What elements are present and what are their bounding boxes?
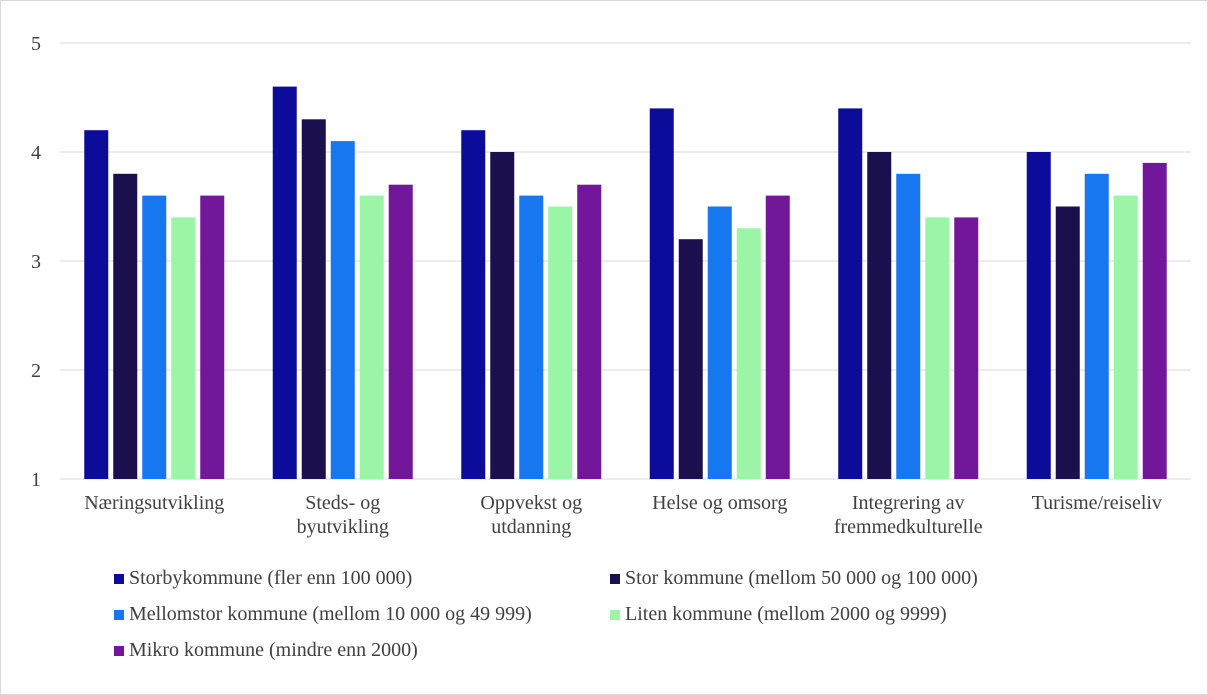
x-tick-label-line: utdanning — [491, 516, 571, 538]
bar — [490, 152, 515, 479]
legend-swatch — [114, 645, 124, 656]
x-tick-label-line: Næringsutvikling — [84, 492, 224, 514]
x-tick-label-line: Turisme/reiseliv — [1032, 492, 1162, 514]
bar — [1142, 162, 1167, 479]
legend-swatch — [114, 573, 124, 584]
bar — [577, 184, 602, 479]
x-tick-label-line: byutvikling — [297, 516, 389, 538]
legend-swatch — [610, 573, 620, 584]
bar — [896, 173, 921, 480]
legend-swatch — [610, 609, 620, 620]
x-tick-label-line: Steds- og — [305, 492, 380, 514]
bar — [649, 108, 674, 480]
x-tick-label: Næringsutvikling — [84, 492, 224, 514]
legend-label: Mellomstor kommune (mellom 10 000 og 49 … — [129, 603, 532, 625]
x-tick-label-line: Oppvekst og — [480, 492, 582, 514]
bar — [838, 108, 863, 480]
bar — [388, 184, 413, 479]
y-tick-label: 2 — [31, 360, 41, 382]
bar — [1113, 195, 1138, 479]
x-tick-label: Oppvekst og utdanning — [480, 492, 582, 538]
legend-label: Liten kommune (mellom 2000 og 9999) — [625, 603, 947, 625]
bar — [925, 217, 950, 479]
bar — [1026, 152, 1051, 479]
bar — [171, 217, 196, 479]
bar — [200, 195, 225, 479]
bar — [359, 195, 384, 479]
x-tick-label-line: Integrering av — [852, 492, 965, 514]
bar — [548, 206, 573, 479]
x-tick-label-line: Helse og omsorg — [652, 492, 787, 514]
bar — [301, 119, 326, 480]
x-tick-label: Helse og omsorg — [652, 492, 787, 514]
legend-item: Stor kommune (mellom 50 000 og 100 000) — [610, 567, 978, 590]
bar — [954, 217, 979, 479]
x-tick-label-line: fremmedkulturelle — [834, 516, 983, 538]
x-tick-label: Turisme/reiseliv — [1032, 492, 1162, 514]
x-tick-label: Steds- og byutvikling — [297, 492, 389, 538]
legend-label: Mikro kommune (mindre enn 2000) — [129, 639, 418, 661]
bar — [765, 195, 790, 479]
legend-item: Liten kommune (mellom 2000 og 9999) — [610, 603, 947, 626]
bar-chart: 1 2 3 4 5 Næringsutvikling Steds- og byutviklin… — [31, 33, 1191, 538]
bar — [678, 239, 703, 479]
bar — [330, 141, 355, 479]
bar — [519, 195, 544, 479]
bar — [142, 195, 167, 479]
y-tick-label: 3 — [31, 251, 41, 273]
y-tick-label: 5 — [31, 33, 41, 55]
bar — [1055, 206, 1080, 479]
y-tick-label: 1 — [31, 469, 41, 491]
legend-item: Mellomstor kommune (mellom 10 000 og 49 … — [114, 603, 532, 626]
legend-item: Mikro kommune (mindre enn 2000) — [114, 639, 418, 662]
bar — [867, 152, 892, 479]
legend-label: Stor kommune (mellom 50 000 og 100 000) — [625, 567, 978, 589]
bar — [1084, 173, 1109, 480]
legend-item: Storbykommune (fler enn 100 000) — [114, 567, 412, 590]
bar — [272, 86, 297, 479]
bar — [461, 130, 486, 479]
bar — [707, 206, 732, 479]
bar — [736, 228, 761, 479]
legend-swatch — [114, 609, 124, 620]
x-tick-label: Integrering av fremmedkulturelle — [834, 492, 983, 538]
y-tick-label: 4 — [31, 142, 41, 164]
legend-label: Storbykommune (fler enn 100 000) — [129, 567, 413, 589]
bar — [84, 130, 109, 479]
bar — [113, 173, 138, 480]
